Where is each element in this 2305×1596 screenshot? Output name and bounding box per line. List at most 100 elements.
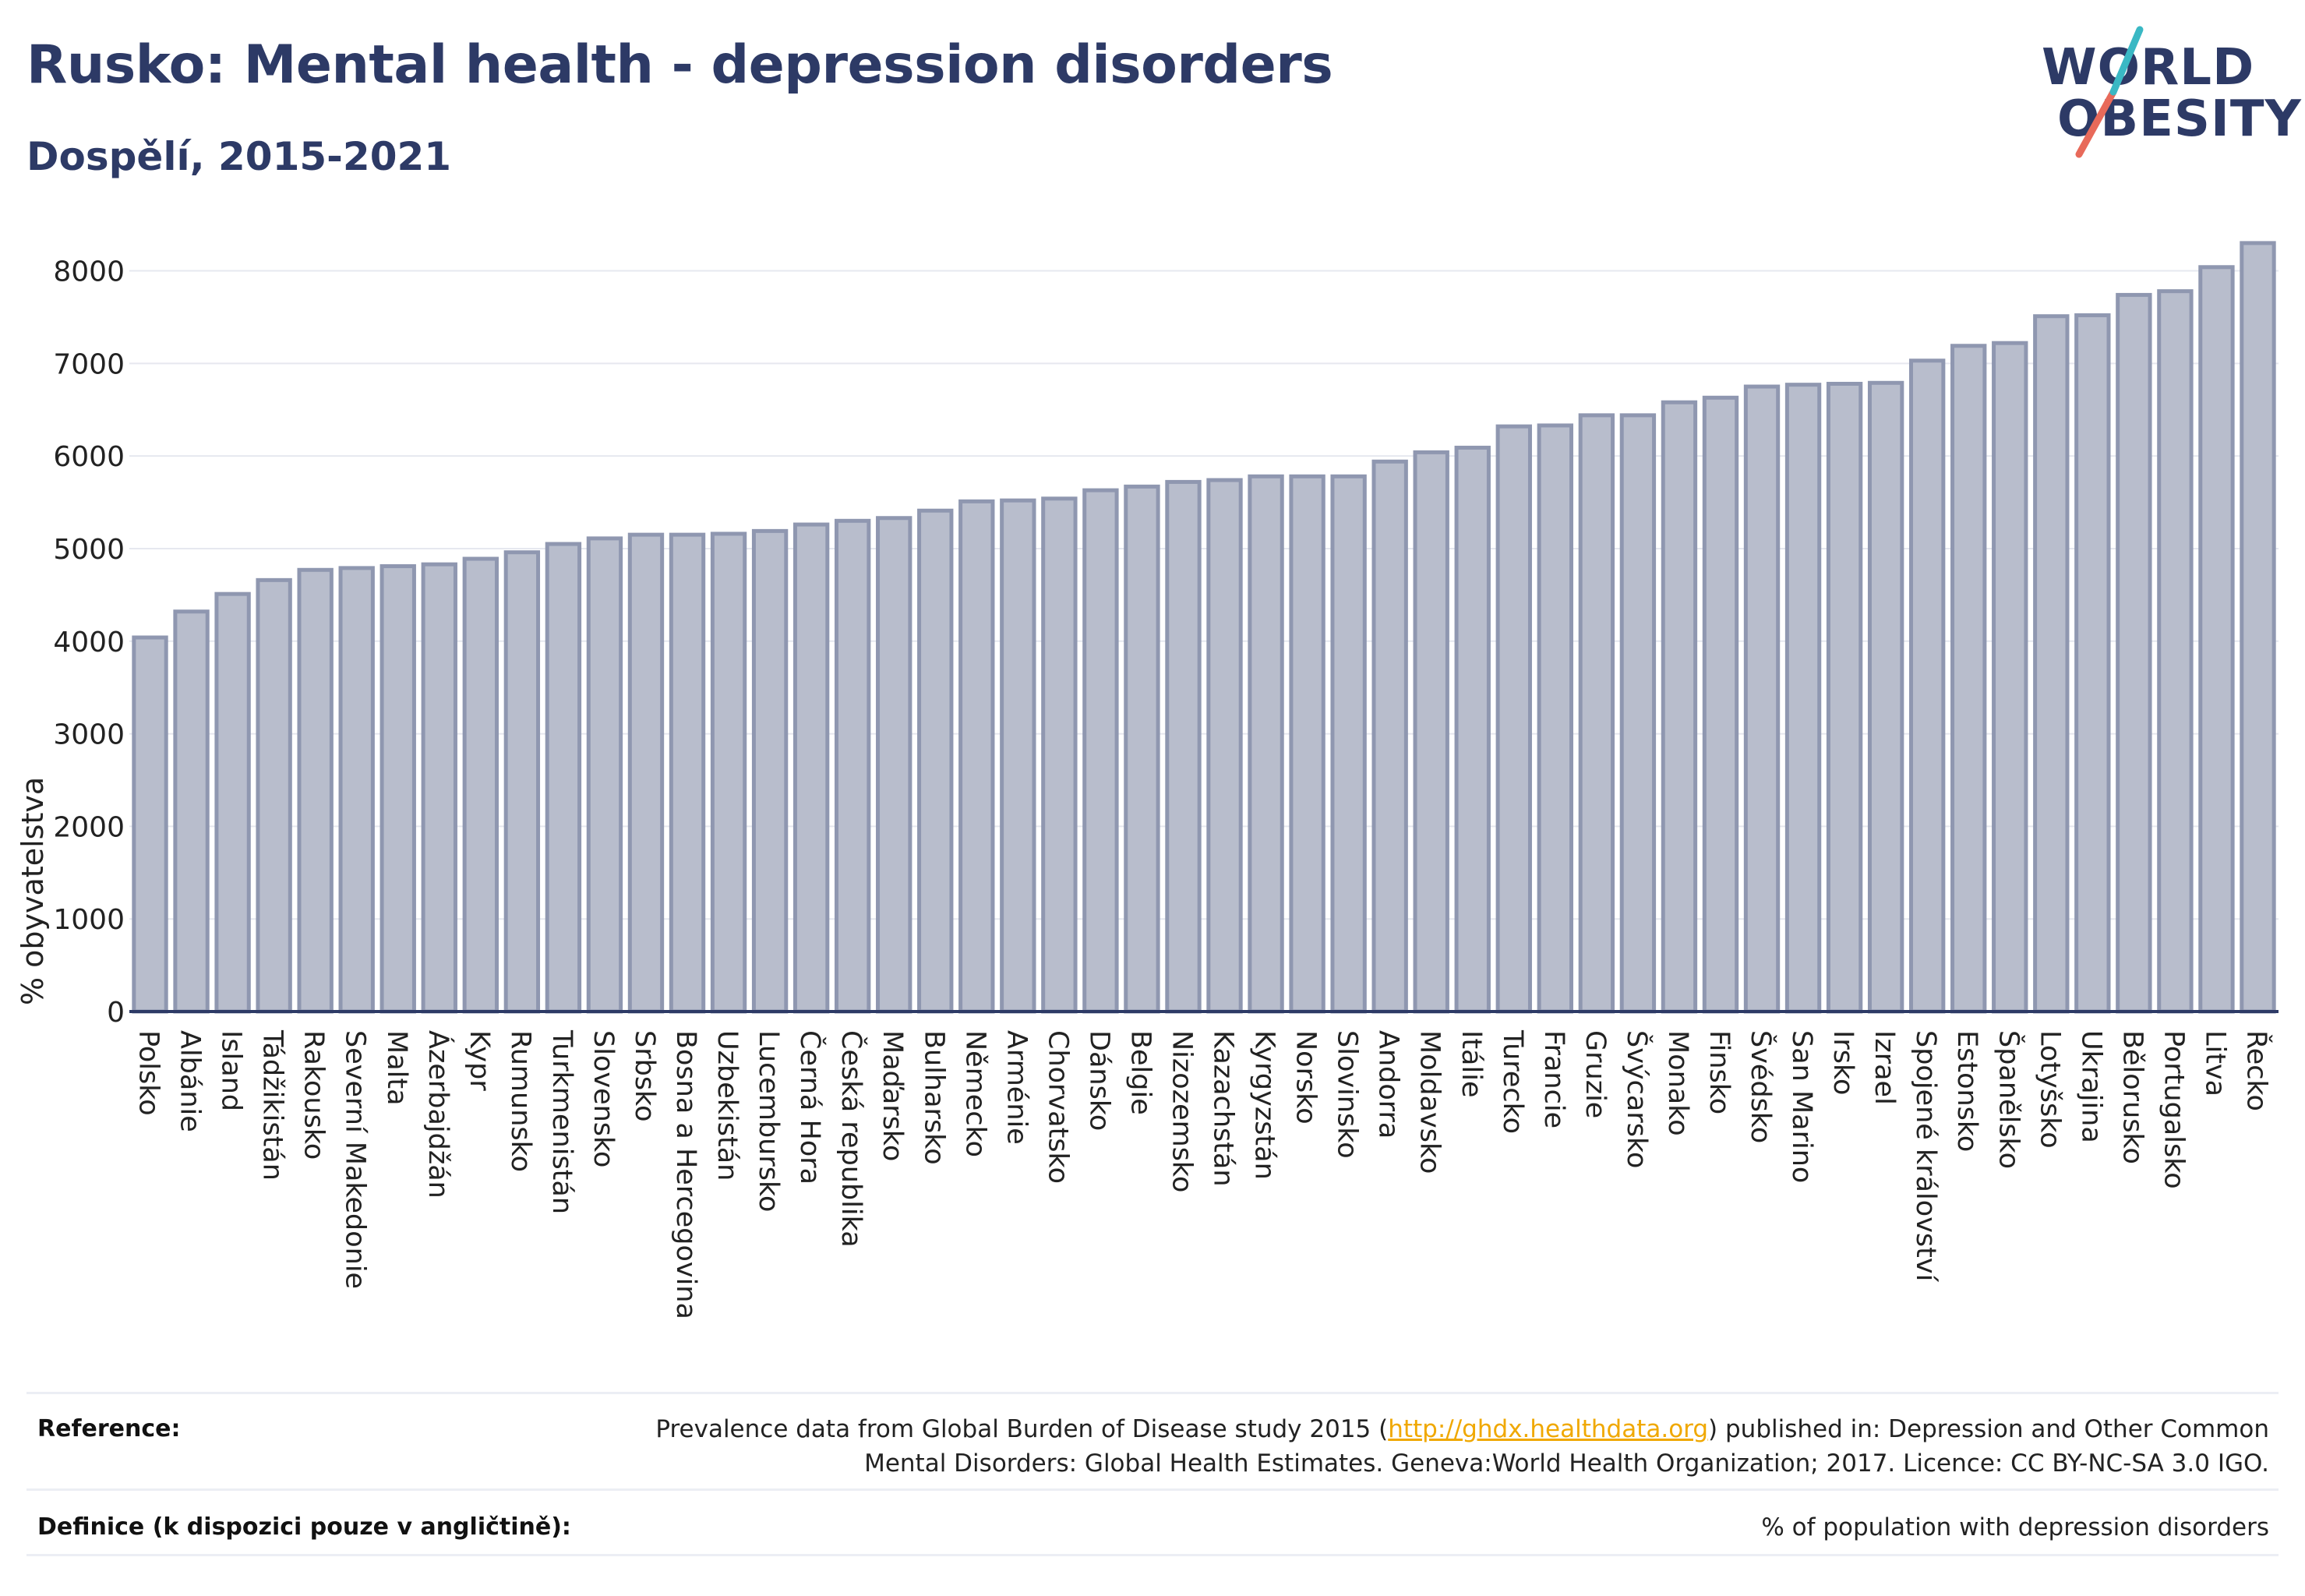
bar <box>1661 400 1698 1014</box>
x-tick-label: Irsko <box>1827 1030 1858 1095</box>
bar <box>338 566 375 1014</box>
bar <box>2116 292 2152 1014</box>
x-tick-label: Rumunsko <box>505 1030 536 1172</box>
bar <box>421 562 457 1014</box>
reference-text: Prevalence data from Global Burden of Di… <box>633 1412 2269 1481</box>
x-tick-label: Slovensko <box>588 1030 619 1167</box>
x-tick-label: Ukrajina <box>2075 1030 2106 1143</box>
reference-pre: Prevalence data from Global Burden of Di… <box>655 1415 1389 1443</box>
x-tick-label: Černá Hora <box>794 1030 827 1185</box>
x-tick-label: Norsko <box>1290 1030 1322 1125</box>
bar <box>1000 498 1036 1014</box>
footer-divider-bottom <box>26 1554 2279 1556</box>
chart-title: Rusko: Mental health - depression disord… <box>26 34 1333 96</box>
bar <box>1743 384 1781 1014</box>
x-tick-label: Rakousko <box>298 1030 330 1160</box>
reference-label: Reference: <box>37 1415 181 1442</box>
bar <box>1124 484 1160 1014</box>
y-tick-label: 7000 <box>53 348 125 380</box>
x-tick-label: Bělorusko <box>2116 1030 2148 1164</box>
y-tick-label: 4000 <box>53 627 125 659</box>
bar <box>462 556 499 1014</box>
bar <box>2033 314 2070 1014</box>
x-tick-label: Německo <box>959 1030 990 1157</box>
bar <box>2157 289 2194 1014</box>
bar <box>1992 341 2028 1014</box>
bar <box>1371 459 1408 1014</box>
y-axis-label: % obyvatelstva <box>16 776 50 1005</box>
bar <box>1206 478 1243 1014</box>
x-tick-label: Maďarsko <box>877 1030 908 1161</box>
y-tick-label: 1000 <box>53 904 125 936</box>
footer-divider-mid <box>26 1488 2279 1491</box>
x-tick-label: Bosna a Hercegovina <box>670 1030 701 1319</box>
x-tick-label: Dánsko <box>1083 1030 1114 1131</box>
definition-text: % of population with depression disorder… <box>1761 1513 2269 1541</box>
logo-slash-icon <box>2075 26 2144 158</box>
reference-link[interactable]: http://ghdx.healthdata.org <box>1388 1415 1709 1443</box>
bar <box>256 577 292 1014</box>
x-tick-label: Polsko <box>133 1030 164 1116</box>
x-tick-label: Portugalsko <box>2158 1030 2189 1189</box>
chart-subtitle: Dospělí, 2015-2021 <box>26 134 452 179</box>
x-tick-label: Izrael <box>1869 1030 1900 1105</box>
x-tick-label: Švédsko <box>1745 1030 1777 1143</box>
bar <box>1826 381 1863 1014</box>
x-tick-label: Monako <box>1662 1030 1693 1136</box>
definition-label: Definice (k dispozici pouze v angličtině… <box>37 1513 571 1541</box>
x-tick-label: Itálie <box>1456 1030 1487 1097</box>
x-tick-label: Finsko <box>1703 1030 1735 1114</box>
x-tick-label: Albánie <box>175 1030 206 1132</box>
x-tick-label: Turkmenistán <box>546 1029 577 1214</box>
bar-chart: 0 1000 2000 3000 4000 5000 6000 7000 8000 Polsko A… <box>53 241 2279 1319</box>
bar <box>2074 313 2111 1014</box>
bar <box>834 518 871 1014</box>
x-tick-label: Srbsko <box>629 1030 660 1122</box>
x-tick-label: Litva <box>2199 1030 2230 1096</box>
bar <box>2240 241 2276 1014</box>
logo-line1: WORLD <box>2042 39 2255 97</box>
bar <box>1784 383 1822 1014</box>
bar <box>876 516 912 1014</box>
x-tick-label: Tádžikistán <box>257 1029 288 1181</box>
x-tick-label: Spojené království <box>1910 1030 1941 1283</box>
bar <box>1702 395 1739 1014</box>
bar <box>586 536 623 1014</box>
world-obesity-logo: WORLD OBESITY <box>2026 23 2301 164</box>
bar <box>1041 496 1078 1014</box>
x-tick-label: Andorra <box>1373 1030 1404 1139</box>
bar <box>1289 474 1325 1014</box>
x-tick-label: Arménie <box>1001 1030 1032 1145</box>
x-tick-label: Turecko <box>1497 1029 1528 1134</box>
x-tick-label: San Marino <box>1786 1030 1817 1183</box>
x-tick-label: Gruzie <box>1580 1030 1611 1118</box>
reference-line2: Mental Disorders: Global Health Estimate… <box>864 1449 2269 1478</box>
bar <box>1454 445 1491 1014</box>
bar <box>214 591 251 1014</box>
x-tick-label: Nizozemsko <box>1166 1030 1197 1192</box>
x-tick-label: Moldavsko <box>1414 1030 1445 1174</box>
bar <box>297 567 334 1014</box>
bar <box>379 564 416 1014</box>
y-tick-label: 2000 <box>53 811 125 843</box>
bar <box>1578 413 1615 1014</box>
bar <box>917 508 954 1014</box>
y-tick-label: 3000 <box>53 719 125 751</box>
x-tick-label: Lucembursko <box>753 1030 784 1212</box>
bar <box>1867 380 1904 1014</box>
x-tick-label: Řecko <box>2240 1030 2273 1111</box>
bar <box>792 522 830 1014</box>
bar <box>173 609 210 1014</box>
bar <box>545 542 582 1014</box>
x-tick-label: Severní Makedonie <box>340 1030 371 1289</box>
bar <box>503 550 541 1014</box>
x-tick-label: Kyrgyzstán <box>1249 1030 1280 1180</box>
bar <box>1908 358 1946 1014</box>
x-tick-label: Estonsko <box>1951 1030 1982 1152</box>
bar <box>1330 474 1367 1014</box>
bar <box>627 532 665 1014</box>
bar <box>1619 413 1657 1014</box>
bar <box>1495 424 1532 1014</box>
y-tick-label: 6000 <box>53 441 125 473</box>
x-tick-label: Slovinsko <box>1332 1030 1363 1159</box>
